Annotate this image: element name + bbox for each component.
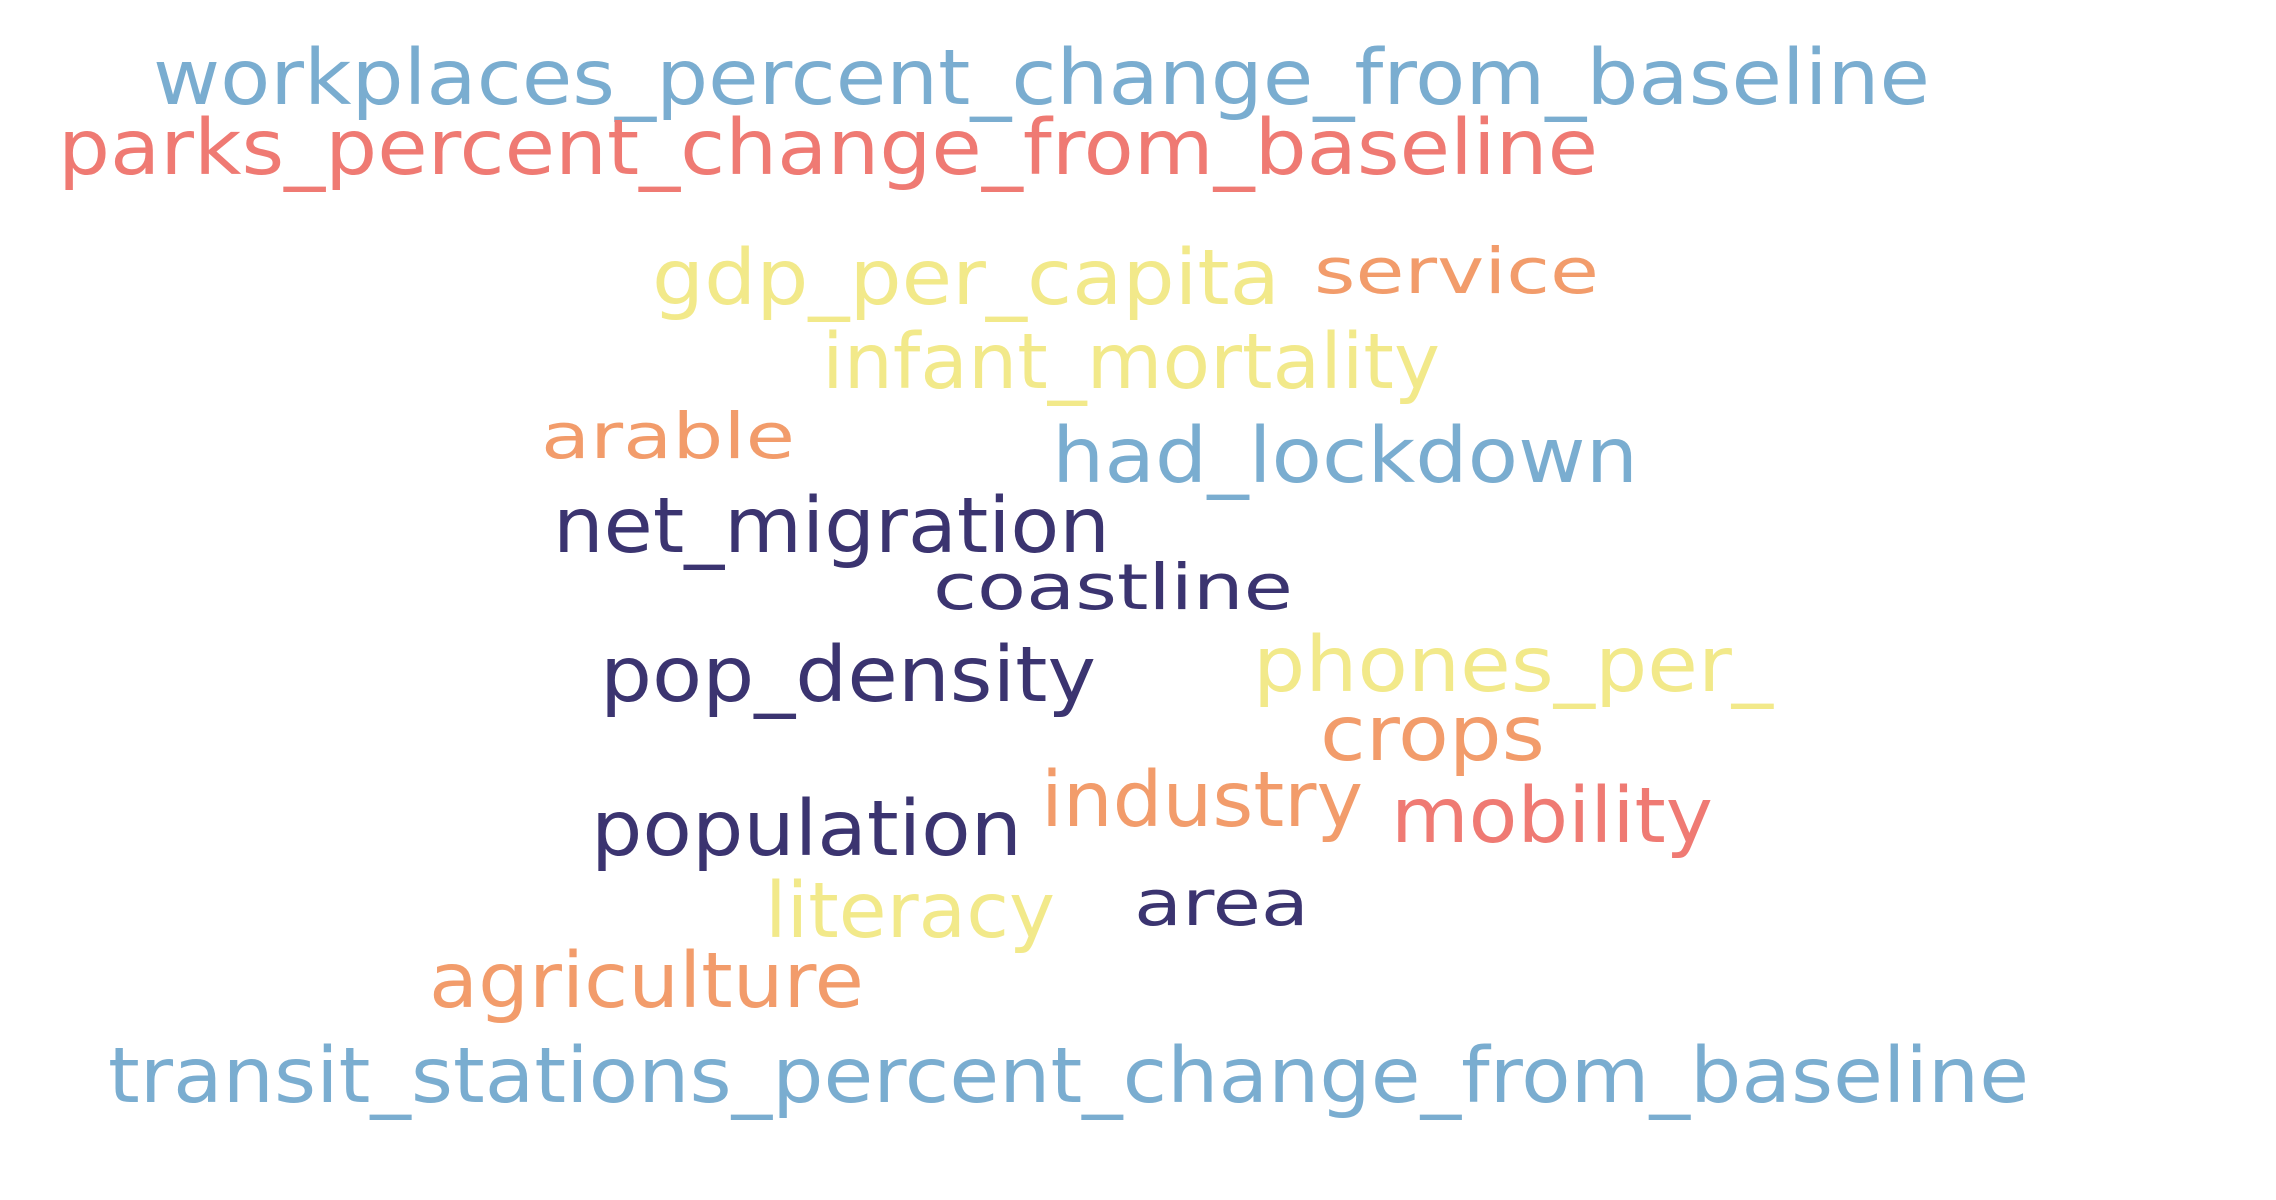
word-infant-mortality: infant_mortality <box>822 318 1440 407</box>
word-gdp-per-capita: gdp_per_capita <box>652 234 1280 323</box>
word-agriculture: agriculture <box>429 937 864 1026</box>
word-net-migration: net_migration <box>553 482 1110 571</box>
word-industry: industry <box>1041 756 1364 845</box>
word-crops: crops <box>1320 690 1545 779</box>
word-mobility: mobility <box>1391 772 1714 861</box>
word-phones-per: phones_per_ <box>1253 621 1774 710</box>
word-area: area <box>1134 867 1310 940</box>
word-workplaces: workplaces_percent_change_from_baseline <box>153 34 1931 123</box>
word-had-lockdown: had_lockdown <box>1052 412 1639 501</box>
word-pop-density: pop_density <box>600 631 1097 720</box>
word-service: service <box>1314 235 1600 308</box>
word-literacy: literacy <box>765 867 1056 956</box>
word-population: population <box>591 785 1023 874</box>
word-coastline: coastline <box>933 551 1293 624</box>
word-transit: transit_stations_percent_change_from_bas… <box>108 1032 2030 1121</box>
word-parks: parks_percent_change_from_baseline <box>58 104 1599 193</box>
word-arable: arable <box>541 400 796 473</box>
